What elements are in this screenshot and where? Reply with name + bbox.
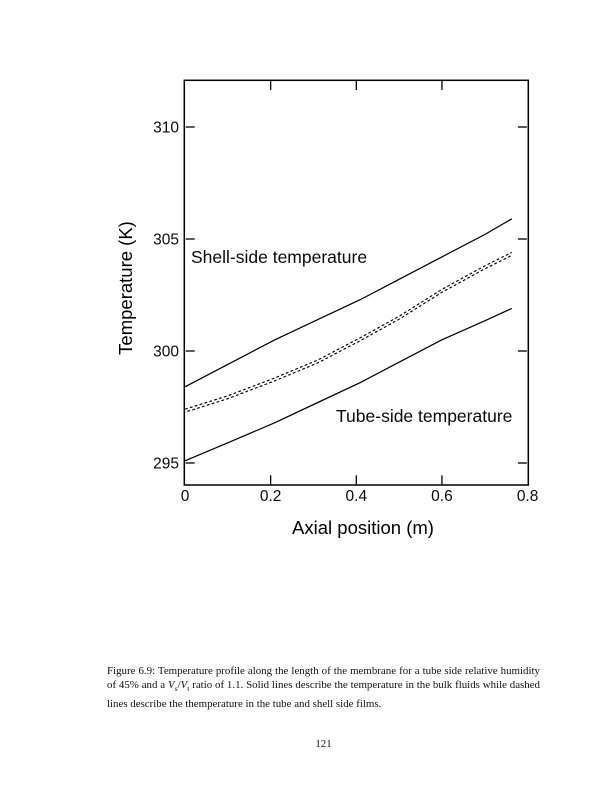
x-tick-label: 0 [181, 488, 190, 505]
x-tick-label: 0.6 [431, 488, 453, 505]
figure-caption: Figure 6.9: Temperature profile along th… [107, 664, 540, 711]
caption-text-1: Figure 6.9: Temperature profile along th… [107, 665, 540, 692]
plot-frame [183, 79, 530, 486]
y-tick-label: 310 [153, 120, 179, 137]
caption-math-vs: V [167, 679, 175, 692]
y-tick-label: 300 [153, 344, 179, 361]
series-shell-side-bulk-temperature [184, 218, 513, 388]
x-tick-label: 0.2 [260, 488, 282, 505]
y-axis-title: Temperature (K) [115, 221, 136, 355]
series-tube-side-bulk-temperature [184, 307, 513, 462]
x-axis-title: Axial position (m) [292, 517, 434, 538]
y-tick-label: 295 [153, 456, 179, 473]
tube-side-temperature-label: Tube-side temperature [336, 406, 513, 426]
x-tick-label: 0.8 [517, 488, 539, 505]
caption-math-vt-sub: t [187, 684, 190, 694]
shell-side-temperature-label: Shell-side temperature [191, 247, 368, 267]
caption-math-vs-sub: s [174, 684, 178, 694]
caption-math-vt: V [180, 679, 188, 692]
series-shell-side-film-temperature [184, 251, 513, 410]
caption-math-slash: / [177, 679, 181, 692]
caption-text-2: ratio of 1.1. Solid lines describe the t… [107, 679, 541, 710]
x-tick-label: 0.4 [346, 488, 368, 505]
temperature-profile-plot: 0 0.2 0.4 0.6 0.8 295 300 305 310 [153, 79, 539, 505]
page-number: 121 [315, 738, 332, 750]
y-tick-label: 305 [153, 232, 179, 249]
